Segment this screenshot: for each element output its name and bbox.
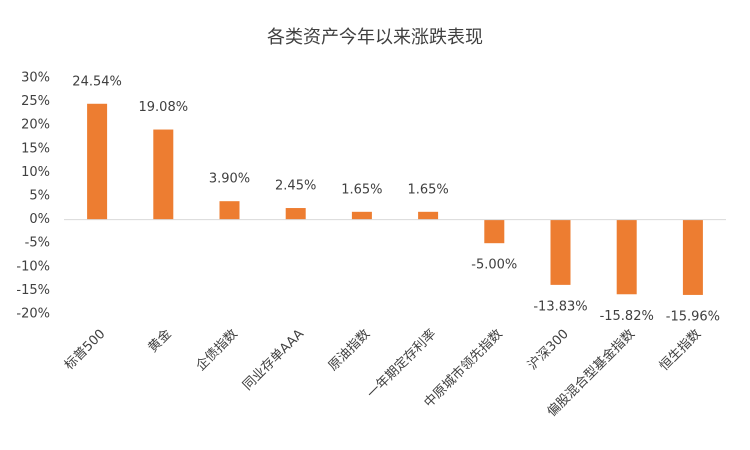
y-tick-label: 10% [21, 165, 50, 180]
bar [351, 211, 372, 220]
y-tick-label: 5% [29, 189, 50, 204]
data-label: -13.83% [533, 299, 587, 314]
bar [219, 201, 240, 220]
x-tick-label: 一年期定存利率 [364, 326, 440, 402]
y-tick-label: 30% [21, 71, 50, 86]
y-tick-label: 15% [21, 141, 50, 156]
bar [285, 208, 306, 220]
y-tick-label: -10% [16, 259, 50, 274]
data-label: 24.54% [72, 74, 122, 89]
data-label: -15.96% [666, 309, 720, 324]
x-tick-label: 标普500 [62, 327, 109, 374]
y-tick-label: 0% [29, 212, 50, 227]
data-label: 2.45% [275, 179, 316, 194]
bar [418, 211, 439, 220]
y-tick-label: 25% [21, 94, 50, 109]
x-tick-label: 原油指数 [326, 327, 373, 374]
data-label: 19.08% [139, 100, 189, 115]
y-tick-label: -20% [16, 307, 50, 322]
bar [682, 219, 703, 295]
y-tick-label: 20% [21, 118, 50, 133]
bar [153, 129, 174, 220]
data-label: -15.82% [600, 309, 654, 324]
data-label: 3.90% [209, 172, 250, 187]
bar [550, 219, 571, 285]
chart-title: 各类资产今年以来涨跌表现 [267, 27, 483, 48]
x-tick-label: 企债指数 [193, 326, 241, 374]
data-label: 1.65% [407, 182, 448, 197]
bar [87, 103, 108, 220]
data-label: -5.00% [471, 258, 517, 273]
y-tick-label: -15% [16, 283, 50, 298]
bar [616, 219, 637, 295]
y-tick-label: -5% [25, 236, 50, 251]
data-label: 1.65% [341, 182, 382, 197]
x-tick-label: 同业存单AAA [240, 327, 307, 394]
x-tick-label: 恒生指数 [657, 327, 704, 374]
bar [484, 219, 505, 244]
x-tick-label: 黄金 [145, 326, 175, 356]
x-tick-label: 沪深300 [525, 326, 572, 373]
